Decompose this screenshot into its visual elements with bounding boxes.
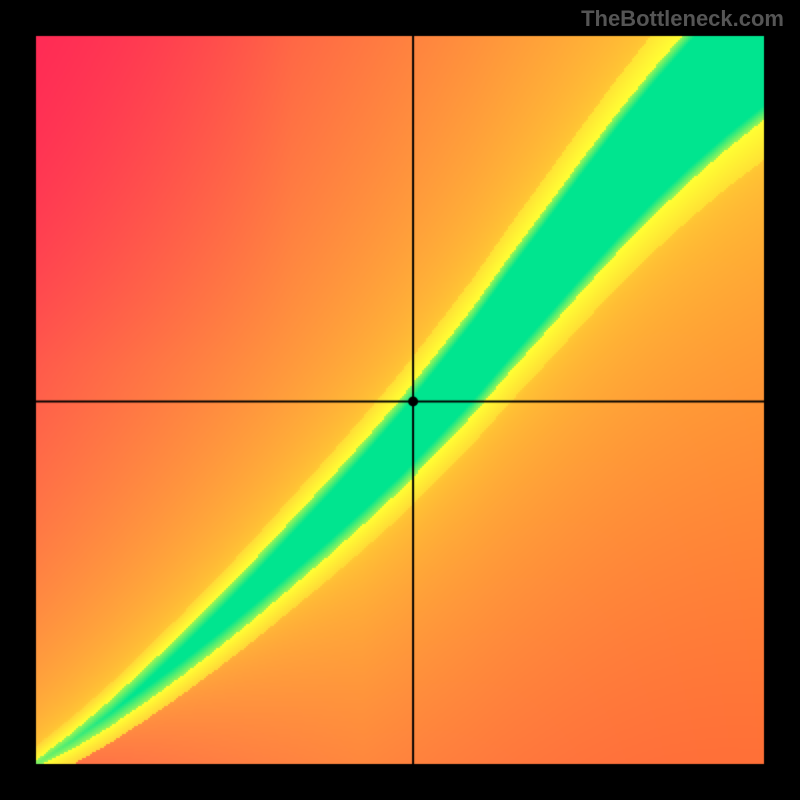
chart-container: TheBottleneck.com	[0, 0, 800, 800]
bottleneck-heatmap	[0, 0, 800, 800]
watermark-text: TheBottleneck.com	[581, 6, 784, 32]
